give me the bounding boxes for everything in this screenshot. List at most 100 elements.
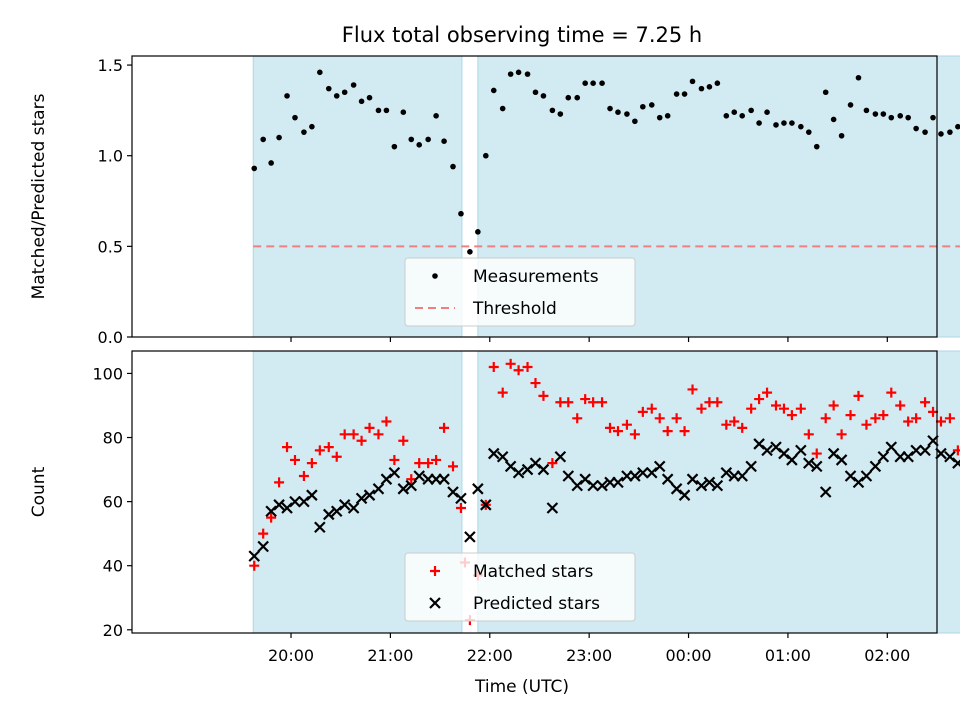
measurements-point-27: [475, 229, 481, 235]
predicted-stars-point-59: [736, 470, 748, 482]
measurements-point-61: [756, 120, 762, 126]
predicted-stars-point-13: [355, 492, 368, 505]
predicted-stars-point-32: [512, 466, 525, 479]
predicted-stars-point-41: [587, 479, 599, 492]
predicted-stars-point-0: [248, 550, 261, 562]
measurements-point-53: [689, 78, 696, 85]
measurements-point-39: [574, 94, 581, 101]
matched-stars-point-62: [754, 394, 765, 405]
measurements-point-12: [350, 82, 357, 88]
count-y-axis-label: Count: [29, 466, 49, 517]
ratio-y-tick-label-3: 1.5: [98, 56, 123, 75]
predicted-stars-point-36: [546, 502, 559, 514]
measurements-point-9: [325, 85, 332, 92]
measurements-point-80: [913, 125, 919, 132]
measurements-point-32: [515, 69, 522, 76]
predicted-stars-point-65: [786, 454, 798, 466]
count-legend: Matched stars Predicted stars: [404, 552, 636, 622]
predicted-stars-point-12: [347, 502, 360, 514]
measurements-point-74: [863, 107, 870, 114]
measurements-point-11: [341, 89, 348, 96]
matched-stars-point-68: [803, 429, 814, 440]
predicted-stars-point-60: [745, 460, 757, 473]
predicted-stars-point-1: [257, 540, 269, 553]
matched-stars-point-37: [547, 458, 558, 469]
matched-stars-point-60: [737, 422, 748, 433]
legend-predicted-stars-label: Predicted stars: [473, 594, 600, 614]
predicted-stars-point-55: [703, 476, 716, 489]
predicted-stars-point-17: [388, 466, 401, 479]
matched-stars-point-84: [935, 416, 946, 427]
measurements-point-13: [358, 98, 365, 105]
matched-stars-point-0: [249, 560, 260, 571]
matched-stars-point-25: [455, 503, 466, 514]
measurements-point-69: [822, 89, 829, 96]
x-tick-label-1: 21:00: [367, 646, 413, 665]
measurements-point-31: [507, 71, 514, 77]
measurements-point-66: [798, 123, 804, 130]
measurements-point-63: [773, 122, 779, 128]
ratio-y-ticks: 0.0 0.5 1.0 1.5: [98, 56, 132, 347]
measurements-point-65: [789, 120, 795, 126]
measurements-point-29: [490, 87, 497, 94]
matched-stars-point-51: [662, 426, 673, 437]
predicted-stars-point-83: [935, 447, 947, 460]
ratio-x-ticks: [290, 337, 888, 342]
matched-stars-point-18: [398, 435, 409, 446]
measurements-point-23: [441, 138, 447, 145]
measurements-point-52: [681, 91, 688, 97]
measurements-point-16: [383, 107, 390, 114]
matched-stars-point-81: [911, 413, 922, 424]
matched-stars-point-70: [820, 413, 831, 424]
measurements-point-42: [599, 80, 605, 86]
ratio-legend: Measurements Threshold: [404, 257, 636, 327]
matched-stars-point-65: [778, 403, 789, 414]
measurements-point-54: [698, 85, 705, 92]
measurements-point-73: [855, 74, 862, 81]
predicted-stars-point-50: [661, 473, 674, 485]
measurements-point-22: [433, 113, 439, 119]
ratio-y-tick-label-1: 0.5: [98, 237, 123, 256]
measurements-point-75: [872, 111, 879, 117]
predicted-stars-point-52: [678, 489, 691, 501]
predicted-stars-point-23: [438, 473, 450, 485]
predicted-stars-point-67: [803, 457, 815, 469]
measurements-point-72: [847, 102, 854, 108]
x-axis-label: Time (UTC): [474, 677, 569, 697]
legend-measurements-marker: [432, 273, 438, 279]
predicted-stars-point-62: [761, 444, 773, 457]
ratio-panel: 0.0 0.5 1.0 1.5 Matched/Predicted stars Mea…: [29, 55, 960, 347]
matched-stars-point-33: [513, 365, 524, 376]
count-markers: [248, 358, 960, 626]
predicted-stars-point-75: [869, 460, 882, 473]
measurements-point-18: [400, 109, 407, 115]
measurements-point-62: [764, 109, 770, 115]
predicted-stars-point-74: [860, 470, 873, 482]
matched-stars-point-72: [836, 429, 847, 440]
matched-stars-point-67: [795, 403, 806, 414]
matched-stars-point-16: [381, 416, 392, 427]
count-y-tick-label-2: 60: [103, 493, 123, 512]
predicted-stars-point-26: [464, 531, 476, 543]
predicted-stars-point-82: [927, 434, 939, 447]
legend-matched-stars-marker: [430, 566, 440, 576]
matched-stars-point-2: [266, 512, 277, 523]
matched-stars-point-23: [439, 422, 450, 433]
matched-stars-point-50: [654, 413, 665, 424]
matched-stars-point-22: [431, 454, 442, 465]
measurements-point-78: [897, 113, 904, 119]
legend-predicted-stars-marker: [429, 597, 441, 609]
matched-stars-point-12: [348, 429, 359, 440]
measurements-point-25: [458, 210, 464, 217]
predicted-stars-point-66: [795, 444, 807, 457]
predicted-stars-point-29: [487, 447, 500, 460]
predicted-stars-point-54: [695, 479, 708, 492]
predicted-stars-point-57: [720, 466, 733, 479]
matched-stars-point-39: [563, 397, 574, 408]
predicted-stars-point-44: [612, 476, 624, 489]
measurements-point-14: [366, 94, 373, 101]
measurements-point-68: [813, 143, 820, 150]
predicted-stars-point-7: [306, 489, 318, 501]
predicted-stars-point-42: [596, 479, 608, 492]
